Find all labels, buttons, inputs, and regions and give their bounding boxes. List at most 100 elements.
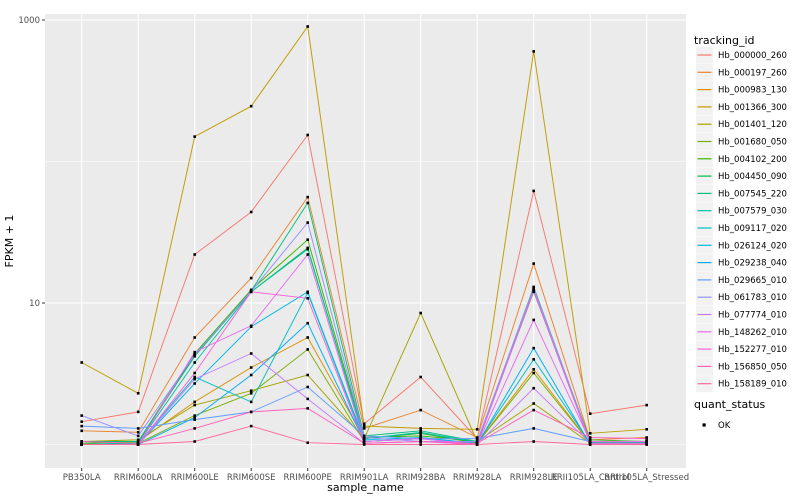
data-point (588, 412, 592, 415)
plot-panel (45, 14, 686, 468)
data-point (532, 262, 535, 265)
data-point (249, 389, 253, 392)
legend-item-label: Hb_007579_030 (718, 207, 787, 217)
data-point (362, 422, 366, 426)
data-point (136, 431, 140, 434)
legend-item-label: Hb_029238_040 (718, 259, 787, 269)
data-point (362, 438, 366, 442)
data-point (419, 437, 422, 440)
x-tick-label: RRII105LA_Control (551, 473, 630, 483)
data-point (362, 427, 366, 430)
data-point (193, 336, 196, 339)
data-point (645, 428, 648, 431)
data-point (193, 135, 196, 138)
data-point (249, 210, 253, 214)
legend-item-Hb_152277_010: Hb_152277_010 (696, 340, 787, 358)
data-point (306, 201, 309, 205)
legend-item-Hb_077774_010: Hb_077774_010 (696, 306, 787, 323)
data-point (249, 410, 253, 414)
data-point (362, 440, 366, 443)
data-point (136, 410, 140, 414)
data-point (136, 440, 140, 443)
x-tick-label: RRIM928LA (453, 473, 502, 483)
data-point (475, 437, 479, 440)
legend-item-label: Hb_061783_010 (718, 293, 787, 303)
y-tick-label: 10 (29, 299, 40, 309)
y-axis-title: FPKM + 1 (3, 215, 16, 268)
data-point (136, 392, 140, 395)
legend-item-label: Hb_029665_010 (718, 276, 787, 286)
data-point (362, 424, 366, 428)
data-point (362, 443, 366, 446)
data-point (419, 431, 422, 434)
legend-item-Hb_029238_040: Hb_029238_040 (696, 254, 787, 272)
y-tick-label: 1000 (18, 16, 40, 26)
data-point (193, 400, 196, 404)
legend-title-quant-status: quant_status (694, 398, 766, 411)
data-point (306, 348, 309, 351)
legend-item-Hb_007579_030: Hb_007579_030 (696, 202, 787, 220)
data-point (80, 414, 83, 417)
data-point (645, 443, 648, 446)
data-point (306, 407, 309, 410)
data-point (193, 416, 196, 419)
data-point (193, 403, 196, 407)
data-point (588, 436, 592, 439)
data-point (193, 253, 196, 256)
data-point (306, 385, 309, 389)
data-point (136, 443, 140, 446)
data-point (193, 377, 196, 381)
data-point (193, 440, 196, 443)
legend-item-label: Hb_026124_020 (718, 241, 787, 251)
x-tick-label: RRIM928LE (510, 473, 558, 483)
legend-item-label: Hb_077774_010 (718, 311, 787, 321)
data-point (645, 403, 648, 407)
legend-item-Hb_061783_010: Hb_061783_010 (696, 288, 787, 306)
legend-item-label: Hb_152277_010 (718, 345, 787, 355)
legend-item-Hb_000983_130: Hb_000983_130 (696, 81, 787, 99)
legend-item-label: Hb_000197_260 (718, 68, 787, 78)
data-point (532, 286, 535, 290)
data-point (306, 336, 309, 339)
data-point (419, 311, 422, 315)
data-point (532, 386, 535, 390)
data-point (645, 440, 648, 443)
data-point (588, 443, 592, 446)
data-point (193, 355, 196, 358)
data-point (249, 104, 253, 108)
data-point (532, 408, 535, 412)
x-tick-label: RRIM901LA (340, 473, 389, 483)
legend-item-Hb_156850_050: Hb_156850_050 (696, 357, 787, 375)
legend-item-label: Hb_001401_120 (718, 120, 787, 130)
data-point (249, 290, 253, 294)
data-point (306, 133, 309, 137)
data-point (306, 441, 309, 444)
data-point (419, 408, 422, 412)
legend-item-Hb_004102_200: Hb_004102_200 (696, 150, 787, 168)
data-point (419, 375, 422, 379)
x-tick-label: RRIM600SE (227, 473, 276, 483)
legend-item-label: Hb_001680_050 (718, 138, 787, 148)
legend-item-quant-OK: OK (702, 421, 731, 431)
data-point (306, 397, 309, 401)
legend-item-label: OK (718, 421, 731, 431)
legend-item-label: Hb_004450_090 (718, 172, 787, 182)
data-point (249, 424, 253, 428)
legend-item-Hb_007545_220: Hb_007545_220 (696, 184, 787, 202)
data-point (475, 443, 479, 446)
data-point (306, 247, 309, 251)
data-point (532, 189, 535, 193)
data-point (306, 221, 309, 224)
data-point (80, 443, 83, 446)
legend-item-Hb_029665_010: Hb_029665_010 (696, 271, 787, 289)
x-tick-label: RRIM928BA (396, 473, 446, 483)
data-point (80, 420, 83, 423)
legend-item-label: Hb_148262_010 (718, 328, 787, 338)
data-point (249, 373, 253, 377)
data-point (193, 414, 196, 417)
data-point (532, 358, 535, 361)
legend-item-label: Hb_156850_050 (718, 362, 787, 372)
x-axis-title: sample_name (327, 481, 404, 494)
data-point (419, 440, 422, 443)
data-point (475, 440, 479, 443)
